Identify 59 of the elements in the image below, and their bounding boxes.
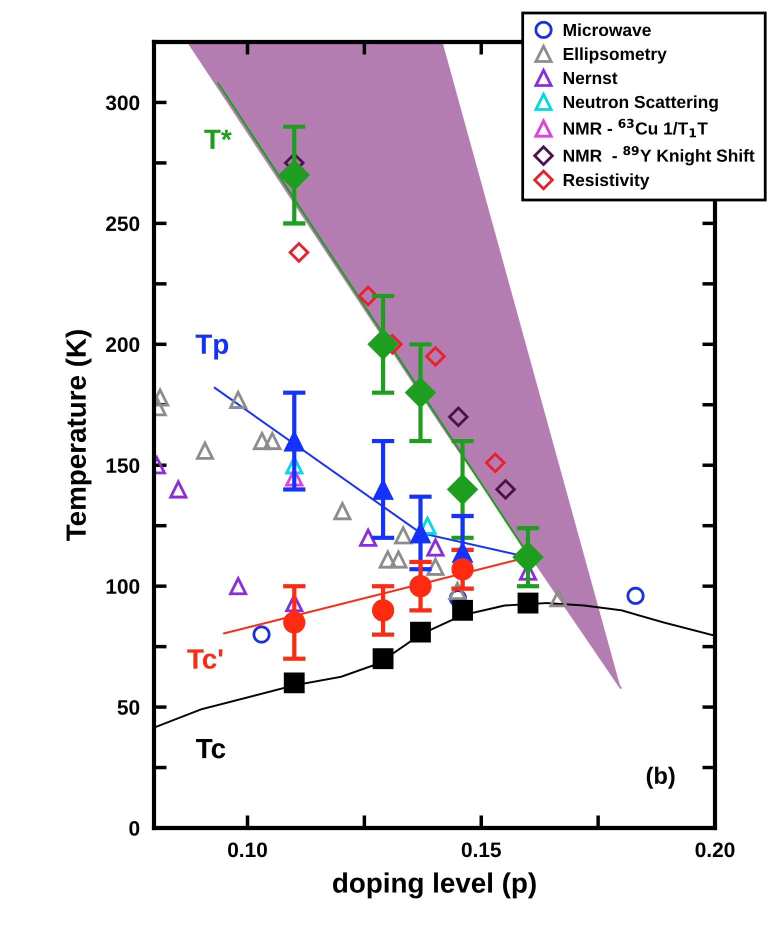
legend-label: NMR - $^{89}$Y Knight Shift (564, 146, 755, 166)
x-tick-label: 0.20 (696, 842, 734, 858)
point (368, 328, 398, 360)
point (426, 558, 444, 576)
point (229, 390, 248, 409)
point (495, 479, 516, 500)
point (426, 538, 444, 556)
legend-label: Microwave (564, 23, 651, 36)
point (229, 577, 248, 596)
point (485, 452, 506, 474)
legend-label: Nernst (564, 72, 618, 84)
point (278, 160, 310, 190)
point (196, 442, 214, 460)
y-tick-label: 250 (106, 216, 140, 232)
y-tick-label: 50 (118, 700, 140, 715)
point (549, 589, 568, 608)
series-label: T* (204, 130, 232, 149)
point (405, 377, 436, 408)
point (447, 474, 478, 505)
text: Tp (196, 334, 228, 360)
point (409, 575, 432, 598)
point (333, 502, 352, 520)
text: Tc' (187, 649, 222, 669)
point (252, 432, 272, 450)
point (410, 622, 431, 643)
legend-label: Neutron Scattering (564, 95, 718, 112)
x-axis-title: doping level (p) (333, 872, 536, 898)
legend-label: Ellipsometry (564, 47, 667, 64)
point (378, 550, 397, 569)
point (288, 242, 310, 263)
point (425, 346, 446, 367)
point (284, 672, 305, 694)
legend-label: Resistivity (564, 173, 650, 190)
y-tick-label: 100 (106, 579, 140, 594)
point (372, 599, 394, 622)
legend-label: NMR - $^{63}$Cu 1/T$_{1}$T (564, 118, 708, 138)
point (359, 528, 378, 547)
x-tick-label: 0.15 (462, 842, 501, 858)
y-tick-label: 150 (106, 458, 140, 473)
y-tick-label: 300 (106, 95, 140, 110)
point (451, 558, 474, 580)
text: Tc (196, 739, 226, 758)
point (169, 480, 188, 498)
x-tick-label: 0.10 (228, 842, 267, 858)
annotation: (b) (646, 766, 675, 789)
point (518, 592, 538, 614)
point (448, 406, 469, 428)
point (452, 600, 473, 621)
point (252, 625, 271, 644)
point (283, 611, 306, 634)
point (512, 542, 544, 573)
y-tick-label: 200 (106, 337, 140, 352)
point (263, 432, 282, 450)
point (389, 550, 408, 569)
y-tick-label: 0 (129, 821, 140, 836)
point (372, 648, 394, 670)
point (394, 526, 412, 544)
y-axis-title: Temperature (K) (66, 330, 92, 541)
point (626, 586, 645, 605)
